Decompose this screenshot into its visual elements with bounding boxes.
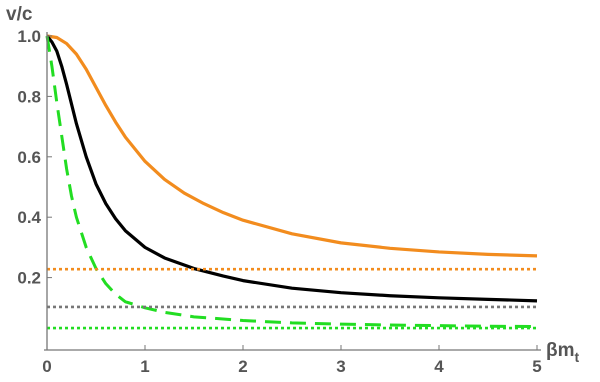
y-tick-label: 1.0 — [17, 27, 41, 46]
ticks-layer: 0 1 2 3 4 5 0.2 0.4 0.6 0.8 1.0 — [17, 27, 541, 376]
x-axis-title-sub: t — [575, 349, 580, 365]
x-axis-title: βmt — [546, 340, 580, 365]
x-tick-label: 0 — [42, 357, 51, 376]
x-axis-title-main: βm — [546, 340, 575, 361]
series-layer — [45, 34, 538, 330]
series-line-1 — [45, 34, 538, 303]
y-tick-label: 0.6 — [17, 148, 41, 167]
x-tick-label: 2 — [238, 357, 247, 376]
x-tick-label: 4 — [434, 357, 444, 376]
series-line-2 — [45, 35, 538, 329]
y-axis-title: v/c — [6, 4, 33, 25]
x-tick-label: 3 — [336, 357, 345, 376]
x-tick-label: 1 — [140, 357, 149, 376]
y-tick-label: 0.4 — [17, 208, 41, 227]
series-line-0 — [46, 34, 538, 258]
x-tick-label: 5 — [532, 357, 541, 376]
y-tick-label: 0.8 — [17, 87, 41, 106]
y-tick-label: 0.2 — [17, 269, 41, 288]
